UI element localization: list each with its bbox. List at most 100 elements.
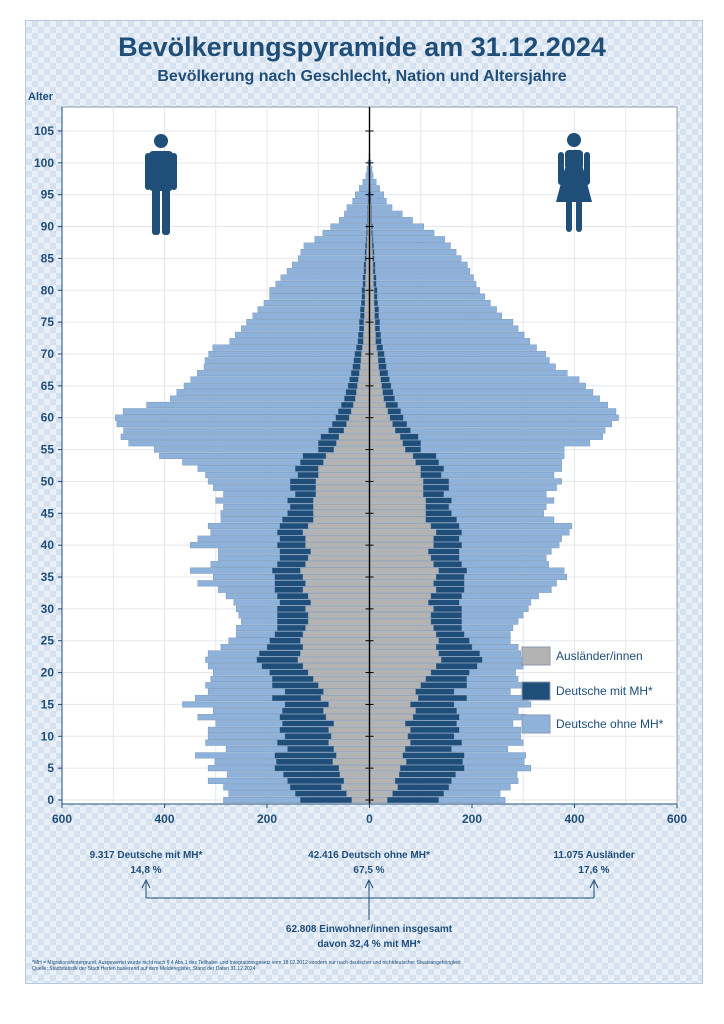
bar-male-auslaender-age-33 bbox=[302, 586, 370, 593]
bar-female-auslaender-age-67 bbox=[369, 370, 380, 377]
summary-center-value: 42.416 Deutsch ohne MH* bbox=[308, 850, 430, 861]
bar-female-auslaender-age-37 bbox=[369, 561, 434, 568]
bar-male-mit-mh-age-14 bbox=[282, 707, 324, 714]
bar-female-mit-mh-age-41 bbox=[433, 535, 460, 542]
bar-female-auslaender-age-77 bbox=[369, 306, 375, 313]
bar-female-ohne-mh-age-47 bbox=[451, 497, 555, 504]
bar-male-mit-mh-age-69 bbox=[353, 357, 361, 364]
bar-female-mit-mh-age-82 bbox=[373, 274, 377, 281]
bar-female-auslaender-age-13 bbox=[369, 714, 414, 721]
bar-female-ohne-mh-age-62 bbox=[397, 401, 608, 409]
bar-female-mit-mh-age-64 bbox=[382, 389, 394, 396]
bar-female-ohne-mh-age-33 bbox=[464, 586, 552, 593]
bar-male-mit-mh-age-48 bbox=[295, 491, 316, 498]
y-tick-label: 60 bbox=[41, 411, 55, 425]
bar-female-auslaender-age-6 bbox=[369, 758, 407, 765]
summary-bracket bbox=[141, 878, 599, 920]
bar-male-mit-mh-age-56 bbox=[318, 440, 337, 447]
bar-male-mit-mh-age-50 bbox=[289, 478, 316, 485]
bar-female-ohne-mh-age-24 bbox=[471, 644, 519, 651]
y-tick-label: 65 bbox=[41, 379, 55, 393]
bar-male-auslaender-age-59 bbox=[346, 421, 370, 428]
bar-male-ohne-mh-age-81 bbox=[275, 280, 363, 287]
bar-female-auslaender-age-2 bbox=[369, 784, 398, 791]
bar-female-auslaender-age-29 bbox=[369, 612, 432, 619]
bar-male-ohne-mh-age-63 bbox=[169, 395, 345, 402]
bar-male-ohne-mh-age-62 bbox=[146, 401, 342, 409]
bar-female-auslaender-age-66 bbox=[369, 376, 381, 383]
bar-male-ohne-mh-age-79 bbox=[269, 293, 362, 300]
summary-left: 9.317 Deutsche mit MH* 14,8 % bbox=[66, 848, 226, 878]
bar-female-auslaender-age-19 bbox=[369, 675, 427, 682]
bar-female-auslaender-age-27 bbox=[369, 624, 434, 632]
bar-male-auslaender-age-26 bbox=[302, 631, 370, 638]
bar-male-mit-mh-age-54 bbox=[302, 452, 327, 459]
bar-male-ohne-mh-age-52 bbox=[197, 465, 296, 472]
summary-right-pct: 17,6 % bbox=[578, 865, 610, 876]
bar-female-mit-mh-age-18 bbox=[420, 682, 468, 689]
bar-male-mit-mh-age-43 bbox=[279, 522, 309, 530]
bar-female-auslaender-age-44 bbox=[369, 516, 427, 523]
bar-female-mit-mh-age-45 bbox=[425, 510, 452, 517]
bar-male-ohne-mh-age-48 bbox=[223, 491, 296, 498]
bar-female-mit-mh-age-9 bbox=[410, 739, 462, 746]
bar-male-ohne-mh-age-15 bbox=[182, 701, 286, 708]
y-tick-label: 25 bbox=[41, 634, 55, 648]
bar-female-mit-mh-age-25 bbox=[438, 637, 470, 644]
bar-male-mit-mh-age-70 bbox=[354, 350, 362, 358]
bar-female-mit-mh-age-54 bbox=[412, 452, 437, 459]
bar-male-ohne-mh-age-77 bbox=[257, 306, 361, 313]
bar-female-auslaender-age-56 bbox=[369, 440, 403, 447]
bar-male-ohne-mh-age-67 bbox=[197, 370, 352, 377]
legend-label-mit-mh: Deutsche mit MH* bbox=[556, 684, 653, 698]
bar-female-ohne-mh-age-20 bbox=[469, 669, 516, 676]
bar-female-mit-mh-age-74 bbox=[374, 325, 380, 332]
bar-male-ohne-mh-age-0 bbox=[223, 796, 301, 804]
bar-male-mit-mh-age-82 bbox=[362, 274, 366, 281]
bar-female-auslaender-age-17 bbox=[369, 688, 416, 695]
bar-male-ohne-mh-age-74 bbox=[241, 325, 360, 332]
bar-male-ohne-mh-age-33 bbox=[218, 586, 275, 593]
bar-female-ohne-mh-age-57 bbox=[418, 433, 603, 440]
bar-male-ohne-mh-age-75 bbox=[246, 319, 360, 326]
bar-female-ohne-mh-age-91 bbox=[371, 217, 413, 224]
bar-male-mit-mh-age-7 bbox=[274, 752, 337, 759]
bar-male-auslaender-age-27 bbox=[305, 624, 370, 632]
bar-female-auslaender-age-57 bbox=[369, 433, 401, 440]
bar-female-ohne-mh-age-90 bbox=[372, 223, 424, 230]
bar-male-mit-mh-age-11 bbox=[279, 726, 329, 733]
bar-female-ohne-mh-age-39 bbox=[459, 548, 552, 555]
bar-female-mit-mh-age-20 bbox=[430, 669, 470, 676]
bar-male-mit-mh-age-29 bbox=[277, 612, 309, 619]
bar-male-auslaender-age-53 bbox=[323, 459, 370, 466]
bar-female-mit-mh-age-2 bbox=[397, 784, 450, 791]
bar-female-mit-mh-age-37 bbox=[433, 561, 462, 568]
bar-female-auslaender-age-74 bbox=[369, 325, 376, 332]
bar-male-ohne-mh-age-94 bbox=[352, 198, 369, 205]
bar-female-auslaender-age-38 bbox=[369, 554, 432, 561]
bar-female-auslaender-age-24 bbox=[369, 644, 437, 651]
bar-female-auslaender-age-45 bbox=[369, 510, 427, 517]
bar-female-auslaender-age-41 bbox=[369, 535, 434, 542]
bar-female-auslaender-age-11 bbox=[369, 726, 411, 733]
bar-female-mit-mh-age-21 bbox=[435, 663, 478, 670]
bar-female-mit-mh-age-66 bbox=[380, 376, 390, 383]
summary-left-pct: 14,8 % bbox=[130, 865, 162, 876]
bar-male-auslaender-age-43 bbox=[307, 522, 370, 530]
legend: Ausländer/innen Deutsche mit MH* Deutsch… bbox=[521, 646, 664, 734]
bar-female-ohne-mh-age-2 bbox=[448, 784, 511, 791]
bar-male-auslaender-age-48 bbox=[315, 491, 370, 498]
bar-male-auslaender-age-30 bbox=[305, 605, 370, 612]
bar-male-mit-mh-age-58 bbox=[328, 427, 345, 434]
bar-male-ohne-mh-age-69 bbox=[204, 357, 354, 364]
bar-male-ohne-mh-age-42 bbox=[210, 529, 278, 536]
bar-male-ohne-mh-age-10 bbox=[207, 733, 286, 740]
bar-female-auslaender-age-48 bbox=[369, 491, 424, 498]
bar-male-mit-mh-age-51 bbox=[297, 472, 319, 479]
bar-female-mit-mh-age-10 bbox=[407, 733, 455, 740]
bar-male-auslaender-age-57 bbox=[338, 433, 370, 440]
x-tick-label: 600 bbox=[667, 812, 687, 826]
bar-male-mit-mh-age-66 bbox=[349, 376, 359, 383]
bar-male-auslaender-age-58 bbox=[343, 427, 370, 434]
